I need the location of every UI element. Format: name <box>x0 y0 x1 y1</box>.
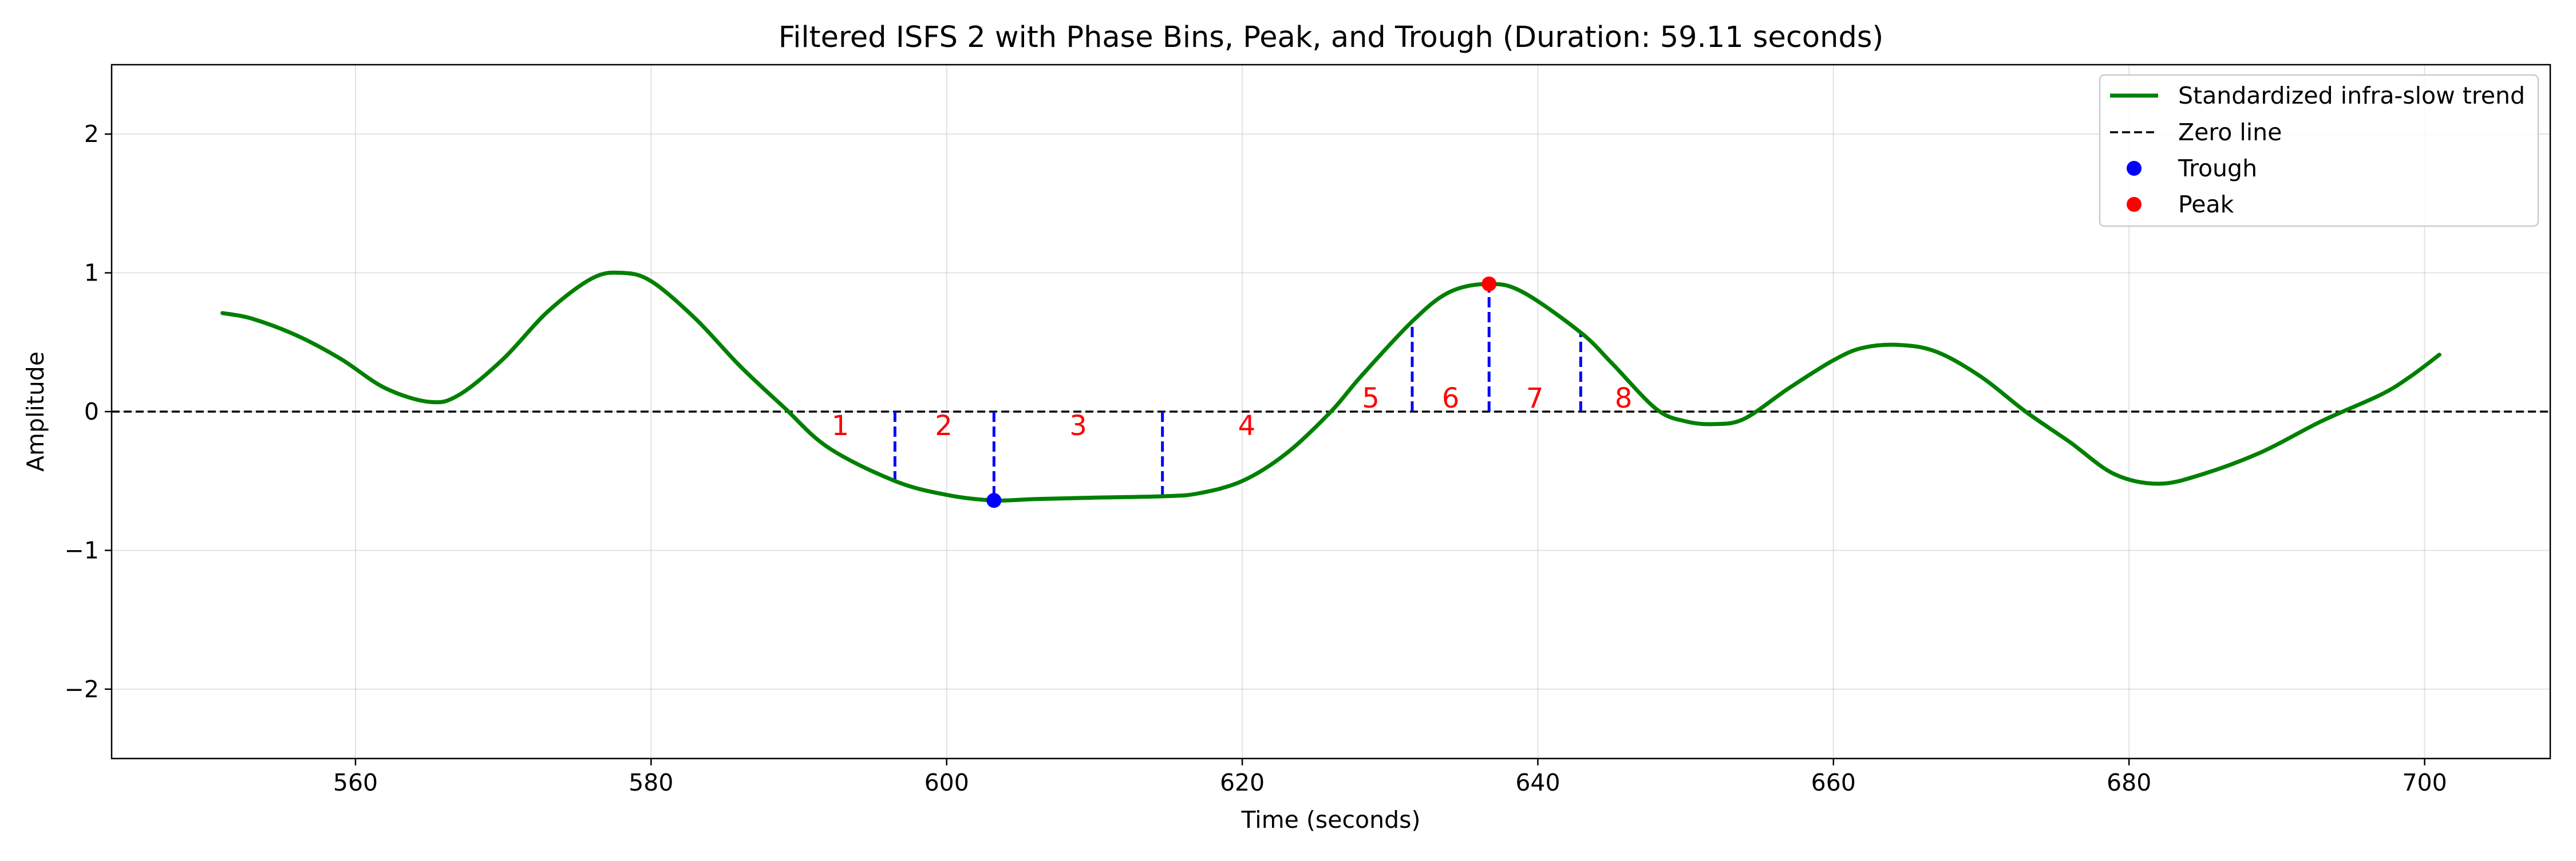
plot-content: 1 2 3 4 5 6 7 8 <box>112 270 2550 508</box>
y-tick-label: 1 <box>84 259 99 287</box>
phase-bin-label: 7 <box>1526 382 1544 414</box>
axis-ticks: 560 580 600 620 640 660 680 700 −2 −1 0 1 2 <box>65 120 2447 796</box>
phase-bin-label: 6 <box>1442 382 1460 414</box>
x-axis-label: Time (seconds) <box>1241 806 1421 834</box>
y-tick-label: −2 <box>65 676 99 703</box>
x-tick-label: 600 <box>924 769 969 796</box>
legend-item-trough: Trough <box>2178 155 2257 182</box>
phase-bin-label: 8 <box>1615 382 1633 414</box>
phase-bin-label: 3 <box>1069 410 1087 442</box>
phase-bin-label: 1 <box>832 410 850 442</box>
chart-title: Filtered ISFS 2 with Phase Bins, Peak, a… <box>779 21 1884 54</box>
x-tick-label: 680 <box>2107 769 2151 796</box>
legend-box <box>2099 74 2539 227</box>
x-tick-label: 620 <box>1220 769 1265 796</box>
phase-bin-label: 2 <box>935 410 953 442</box>
x-tick-label: 700 <box>2402 769 2447 796</box>
legend-item-trough-swatch <box>2127 161 2142 176</box>
x-tick-label: 560 <box>333 769 378 796</box>
y-tick-label: −1 <box>65 536 99 564</box>
legend-item-zero-line: Zero line <box>2178 119 2282 146</box>
x-tick-label: 640 <box>1515 769 1560 796</box>
infra-slow-trend-line <box>220 270 2441 503</box>
phase-bin-label: 5 <box>1362 382 1380 414</box>
phase-bin-label: 4 <box>1238 410 1256 442</box>
y-tick-label: 0 <box>84 398 99 425</box>
y-tick-label: 2 <box>84 120 99 148</box>
x-tick-label: 580 <box>629 769 673 796</box>
x-tick-label: 660 <box>1811 769 1856 796</box>
trough-marker <box>986 493 1002 508</box>
legend-item-peak-swatch <box>2127 197 2142 212</box>
legend-item-trend: Standardized infra-slow trend <box>2178 82 2525 109</box>
legend-item-peak: Peak <box>2178 191 2234 218</box>
legend: Standardized infra-slow trend Zero line Tr… <box>2099 74 2539 227</box>
peak-marker <box>1481 276 1497 291</box>
y-axis-label: Amplitude <box>22 351 49 472</box>
